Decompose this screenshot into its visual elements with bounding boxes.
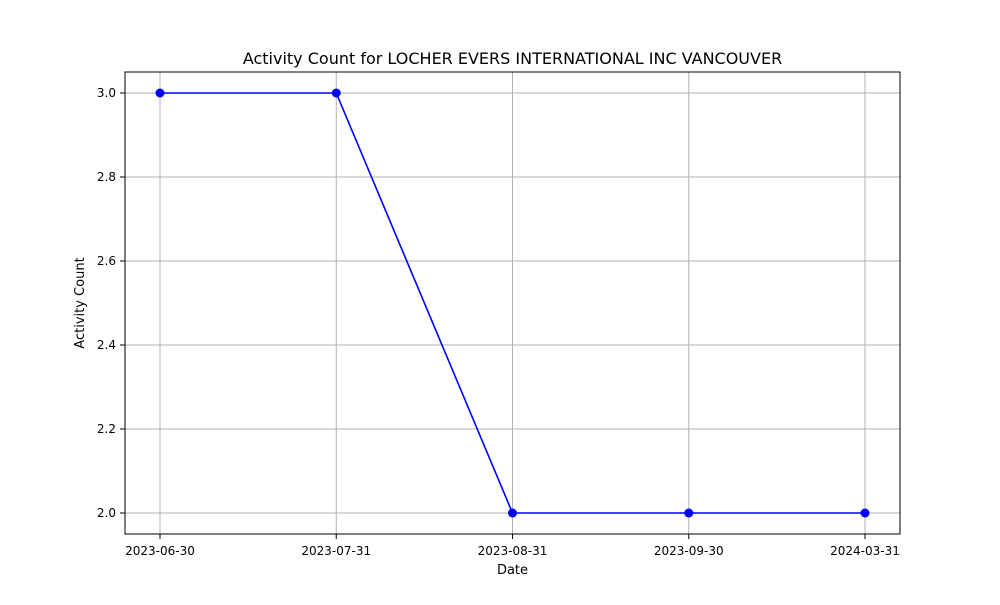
axis-ticks: 2023-06-30 2023-07-31 2023-08-31 2023-09-30… [97,86,900,558]
data-point [155,88,165,98]
y-tick-label: 2.0 [97,506,116,520]
x-axis-label: Date [497,563,528,578]
data-point [331,88,341,98]
y-axis-label: Activity Count [73,257,88,348]
y-tick-label: 2.4 [97,338,116,352]
x-tick-label: 2023-09-30 [654,544,724,558]
x-tick-label: 2023-08-31 [478,544,548,558]
data-point [508,508,517,518]
y-tick-label: 3.0 [97,86,116,100]
y-tick-label: 2.6 [97,254,116,268]
data-point [860,508,870,518]
x-tick-label: 2023-06-30 [125,544,195,558]
chart-title: Activity Count for LOCHER EVERS INTERNAT… [243,49,782,68]
series-layer [155,88,870,518]
y-tick-label: 2.8 [97,170,116,184]
x-tick-label: 2023-07-31 [301,544,371,558]
x-tick-label: 2024-03-31 [830,544,900,558]
y-tick-label: 2.2 [97,422,116,436]
data-point [684,508,694,518]
